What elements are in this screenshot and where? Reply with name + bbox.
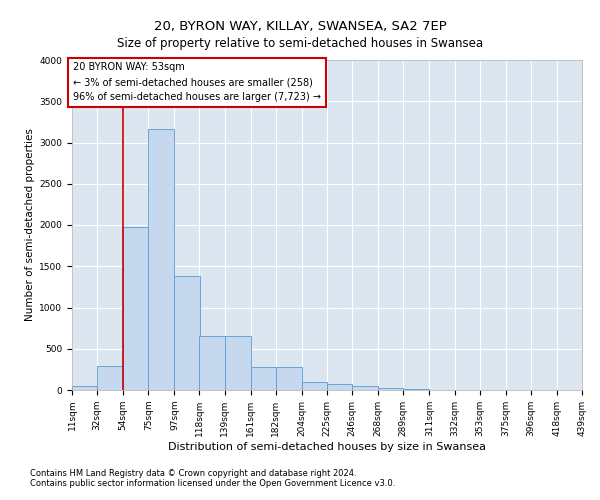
Bar bbox=[378, 388, 403, 390]
Bar bbox=[72, 386, 97, 390]
Text: Contains HM Land Registry data © Crown copyright and database right 2024.: Contains HM Land Registry data © Crown c… bbox=[30, 468, 356, 477]
Bar bbox=[224, 336, 251, 390]
Bar bbox=[352, 386, 378, 390]
Bar bbox=[175, 276, 199, 390]
Y-axis label: Number of semi-detached properties: Number of semi-detached properties bbox=[25, 128, 35, 322]
X-axis label: Distribution of semi-detached houses by size in Swansea: Distribution of semi-detached houses by … bbox=[168, 442, 486, 452]
Bar bbox=[123, 226, 148, 390]
Text: Size of property relative to semi-detached houses in Swansea: Size of property relative to semi-detach… bbox=[117, 38, 483, 51]
Bar bbox=[97, 366, 123, 390]
Bar bbox=[148, 130, 175, 390]
Text: 20 BYRON WAY: 53sqm
← 3% of semi-detached houses are smaller (258)
96% of semi-d: 20 BYRON WAY: 53sqm ← 3% of semi-detache… bbox=[73, 62, 321, 102]
Bar bbox=[276, 367, 302, 390]
Bar bbox=[302, 382, 327, 390]
Bar bbox=[327, 384, 352, 390]
Bar bbox=[199, 336, 224, 390]
Text: Contains public sector information licensed under the Open Government Licence v3: Contains public sector information licen… bbox=[30, 478, 395, 488]
Text: 20, BYRON WAY, KILLAY, SWANSEA, SA2 7EP: 20, BYRON WAY, KILLAY, SWANSEA, SA2 7EP bbox=[154, 20, 446, 33]
Bar bbox=[403, 389, 430, 390]
Bar bbox=[251, 367, 276, 390]
